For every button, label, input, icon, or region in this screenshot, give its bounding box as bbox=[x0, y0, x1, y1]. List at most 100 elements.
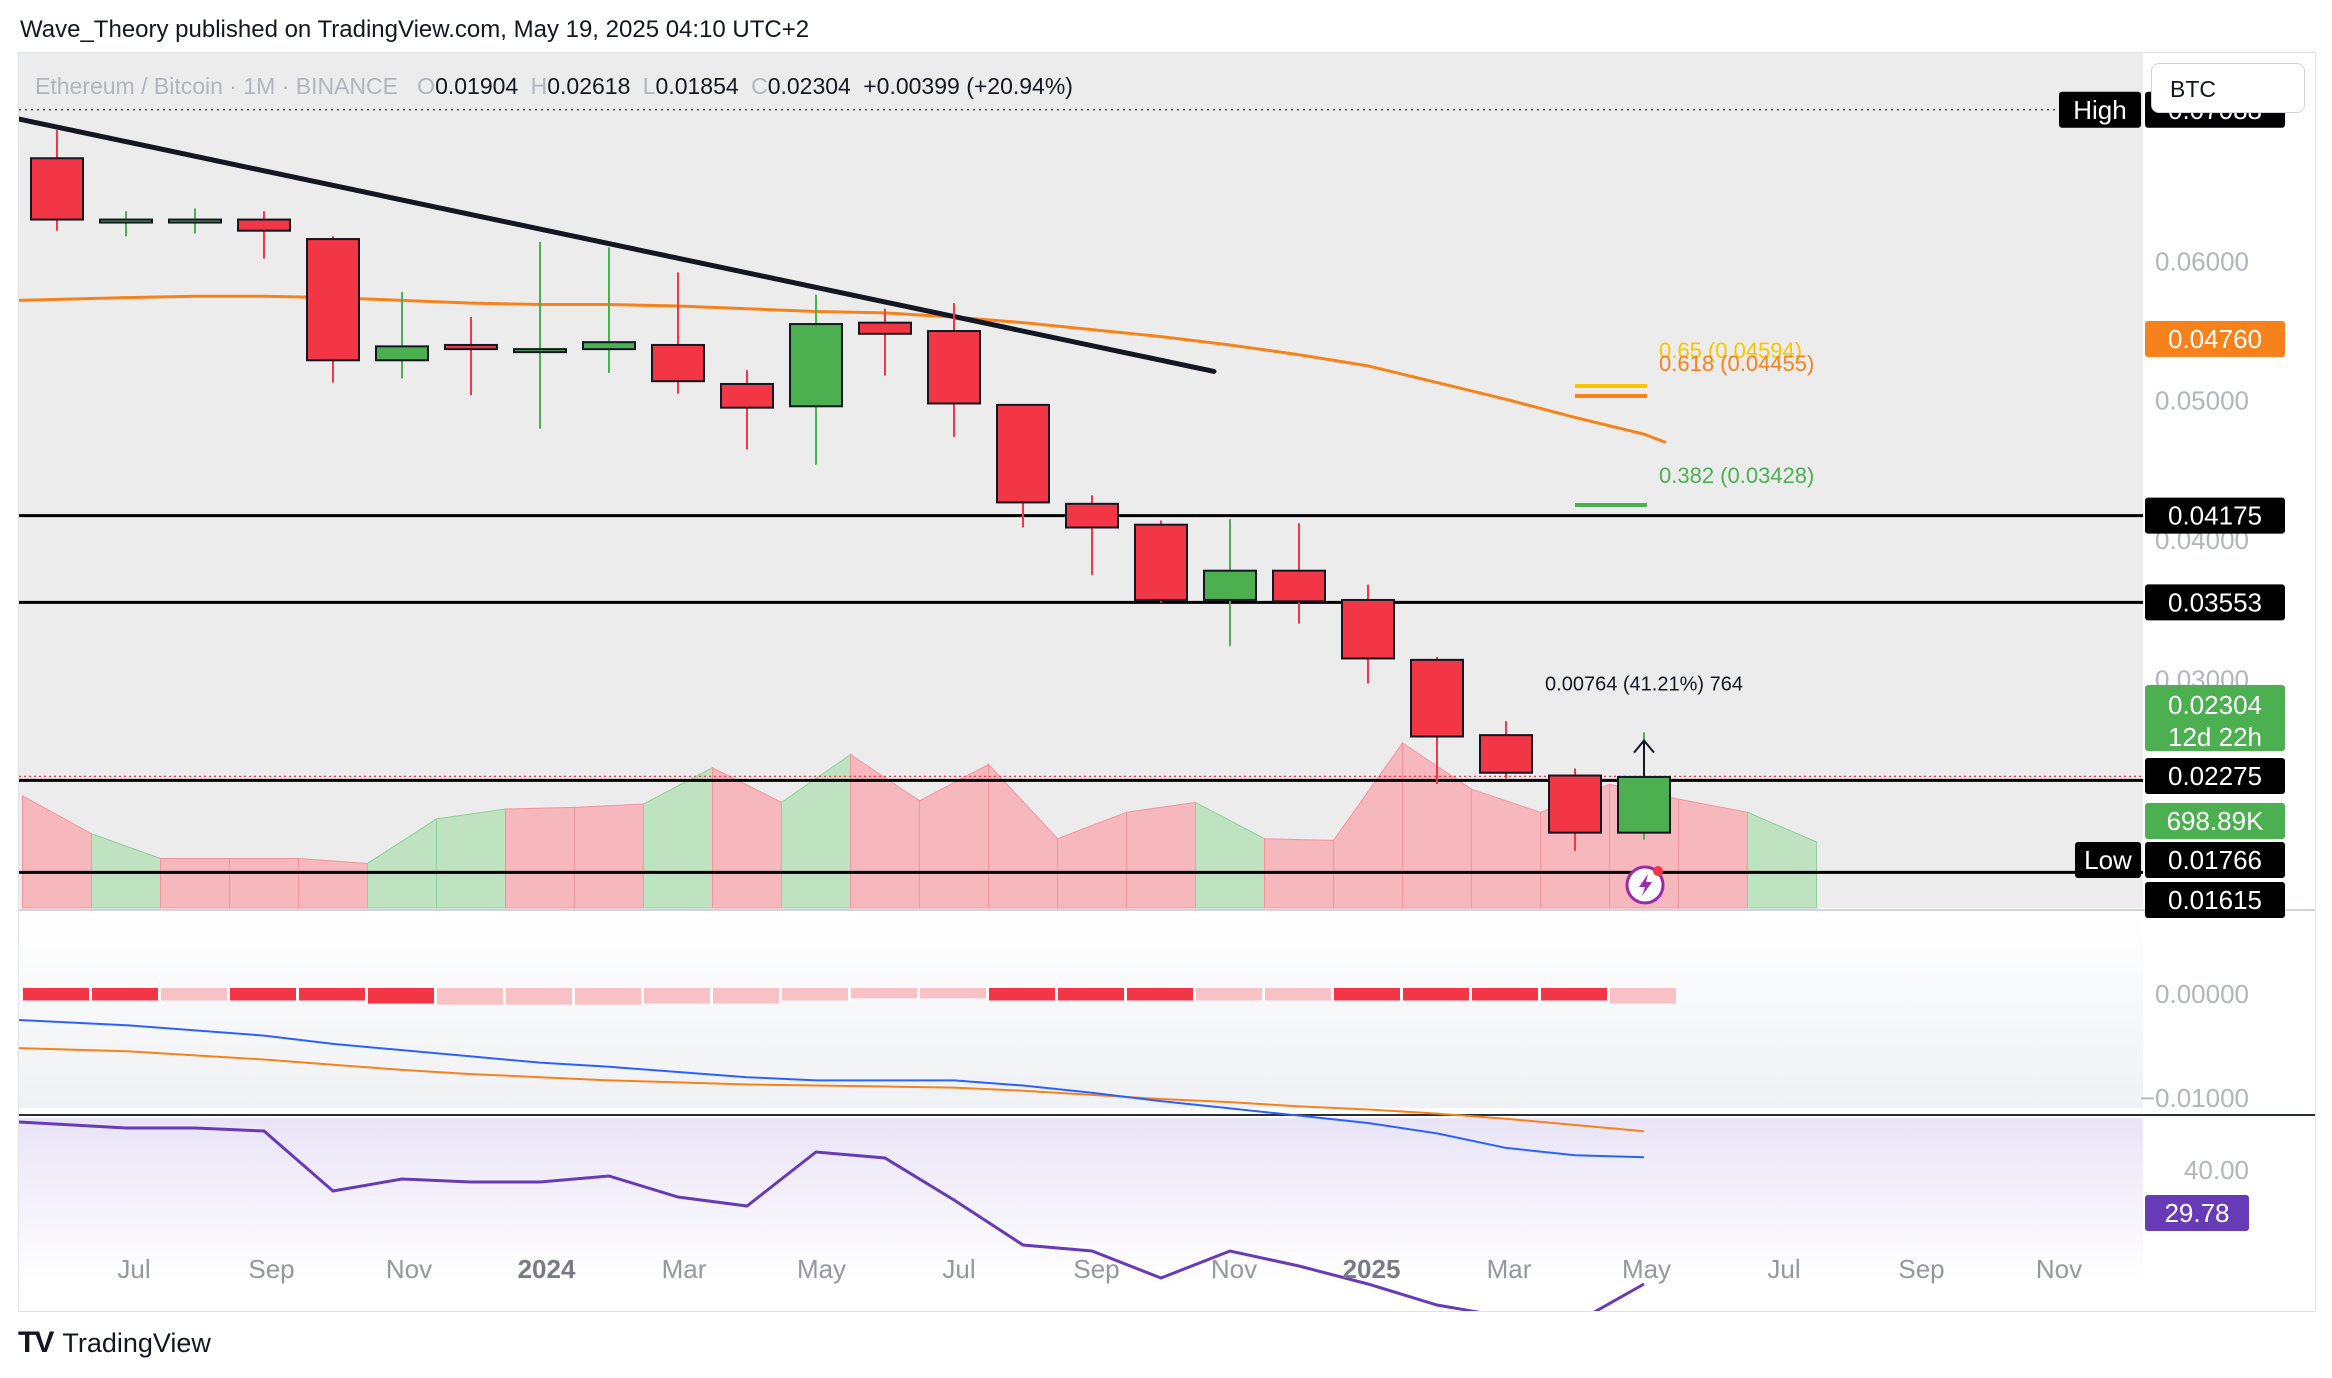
candles bbox=[30, 128, 1671, 851]
macd-bar bbox=[713, 988, 779, 1004]
x-tick-label: Mar bbox=[1487, 1254, 1532, 1284]
candle-body bbox=[99, 218, 153, 224]
y-tick-label: 0.05000 bbox=[2155, 386, 2249, 416]
price-tags: High0.070880.047600.041750.035530.023041… bbox=[2059, 91, 2285, 1231]
candle-body bbox=[1410, 658, 1464, 738]
volume-area bbox=[1126, 801, 1196, 909]
volume-area bbox=[229, 858, 299, 909]
high-tag-bg bbox=[2059, 91, 2141, 128]
macd-bar bbox=[23, 988, 89, 1001]
candle-body bbox=[513, 348, 567, 354]
macd-bar bbox=[1334, 988, 1400, 1001]
candle-body bbox=[306, 238, 360, 362]
high-tag-text: High bbox=[2073, 95, 2126, 125]
candle-body bbox=[1617, 775, 1671, 834]
low-value-tag: 0.01766 bbox=[2145, 842, 2285, 878]
candle-body bbox=[789, 323, 843, 408]
macd-line bbox=[18, 1019, 1645, 1159]
macd-bar bbox=[1610, 988, 1676, 1004]
rsi-panel-bg bbox=[19, 1118, 2143, 1286]
fib-label: 0.382 (0.03428) bbox=[1659, 463, 1814, 488]
measure-arrowhead bbox=[1633, 739, 1655, 754]
macd-bar bbox=[161, 988, 227, 1001]
x-tick-label: May bbox=[1622, 1254, 1671, 1284]
candle-body bbox=[1065, 502, 1119, 529]
close-value: 0.02304 bbox=[767, 73, 851, 99]
symbol-label[interactable]: Ethereum / Bitcoin · 1M · BINANCE bbox=[35, 73, 398, 99]
volume-tag: 698.89K bbox=[2145, 803, 2285, 839]
macd-bar bbox=[1127, 988, 1193, 1001]
macd-bar bbox=[575, 988, 641, 1005]
low-value-tag-bg bbox=[2145, 842, 2285, 878]
candle-body bbox=[1548, 774, 1602, 834]
brand-name: TradingView bbox=[62, 1327, 211, 1358]
macd-bar bbox=[1196, 988, 1262, 1001]
macd-bar bbox=[1403, 988, 1469, 1001]
x-tick-label: Nov bbox=[386, 1254, 432, 1284]
rsi-value-tag-text: 29.78 bbox=[2164, 1198, 2229, 1228]
candle-body bbox=[996, 403, 1050, 504]
macd-bar bbox=[782, 988, 848, 1001]
y-axis: 0.060000.050000.040000.030000.026000.000… bbox=[2140, 246, 2249, 1185]
measure-label: 0.00764 (41.21%) 764 bbox=[1545, 674, 1743, 696]
high-tag: High bbox=[2059, 91, 2141, 128]
x-tick-label: May bbox=[797, 1254, 846, 1284]
macd-bar bbox=[1472, 988, 1538, 1001]
x-tick-label: Jul bbox=[117, 1254, 150, 1284]
ma-value-tag: 0.04760 bbox=[2145, 321, 2285, 357]
y-tick-label: 40.00 bbox=[2184, 1155, 2249, 1185]
macd-layer bbox=[18, 988, 1676, 1159]
open-value: 0.01904 bbox=[435, 73, 519, 99]
alert-icon[interactable] bbox=[1625, 865, 1665, 905]
candle-body bbox=[168, 218, 222, 224]
chart-canvas[interactable]: 0.65 (0.04594)0.618 (0.04455) 0.382 (0.03… bbox=[16, 53, 2315, 1325]
x-tick-label: Sep bbox=[248, 1254, 294, 1284]
candle-body bbox=[927, 330, 981, 405]
chart-frame[interactable]: 0.65 (0.04594) 0.618 (0.04455) 0.382 (0.03… bbox=[16, 52, 2316, 1325]
level-tag: 0.02275 bbox=[2145, 758, 2285, 794]
tradingview-logo-icon: TV bbox=[18, 1326, 54, 1359]
y-tick-label: −0.01000 bbox=[2140, 1083, 2249, 1113]
macd-bar bbox=[851, 988, 917, 999]
level-tag: 0.04175 bbox=[2145, 497, 2285, 534]
volume-tag-text: 698.89K bbox=[2167, 806, 2265, 836]
level-tag-bg bbox=[2145, 882, 2285, 918]
volume-area bbox=[160, 858, 230, 909]
candle-body bbox=[858, 321, 912, 335]
fib-label: 0.618 (0.04455) bbox=[1659, 351, 1814, 376]
volume-area bbox=[1678, 798, 1748, 909]
footer-brand[interactable]: TV TradingView bbox=[18, 1326, 211, 1360]
low-tag: Low bbox=[2075, 842, 2141, 878]
x-tick-label: Mar bbox=[662, 1254, 707, 1284]
level-tag: 0.01615 bbox=[2145, 882, 2285, 918]
low-tag-bg bbox=[2075, 842, 2141, 878]
candle-body bbox=[30, 157, 84, 221]
currency-button[interactable]: BTC bbox=[2151, 63, 2305, 113]
x-tick-label: Sep bbox=[1073, 1254, 1119, 1284]
macd-bar bbox=[506, 988, 572, 1005]
level-tag-text: 0.01615 bbox=[2168, 885, 2262, 915]
rsi-line bbox=[18, 1120, 1645, 1325]
candle-body bbox=[1134, 523, 1188, 601]
rsi-value-tag: 29.78 bbox=[2145, 1195, 2249, 1231]
candle-body bbox=[1341, 598, 1395, 660]
close-label: C bbox=[751, 73, 768, 99]
y-tick-label: 0.00000 bbox=[2155, 979, 2249, 1009]
x-tick-label: Nov bbox=[2036, 1254, 2082, 1284]
macd-signal-line bbox=[18, 1047, 1645, 1133]
candle-body bbox=[1203, 569, 1257, 601]
x-tick-label: Nov bbox=[1211, 1254, 1257, 1284]
last-price-bg bbox=[2145, 685, 2285, 751]
low-value-tag-text: 0.01766 bbox=[2168, 845, 2262, 875]
trendline-path bbox=[16, 116, 1217, 374]
candle-body bbox=[1479, 734, 1533, 774]
change-value: +0.00399 (+20.94%) bbox=[863, 73, 1073, 99]
macd-bar bbox=[230, 988, 296, 1001]
volume-area bbox=[1747, 811, 1817, 909]
trendline bbox=[16, 116, 1217, 374]
countdown-text: 12d 22h bbox=[2168, 722, 2262, 752]
macd-bar bbox=[1058, 988, 1124, 1001]
candle-body bbox=[651, 343, 705, 383]
high-value: 0.02618 bbox=[547, 73, 631, 99]
y-tick-label: 0.06000 bbox=[2155, 246, 2249, 276]
